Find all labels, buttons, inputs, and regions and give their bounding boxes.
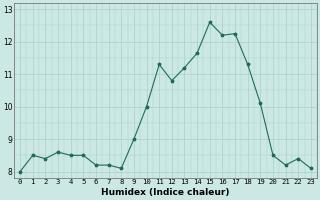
X-axis label: Humidex (Indice chaleur): Humidex (Indice chaleur) [101, 188, 230, 197]
